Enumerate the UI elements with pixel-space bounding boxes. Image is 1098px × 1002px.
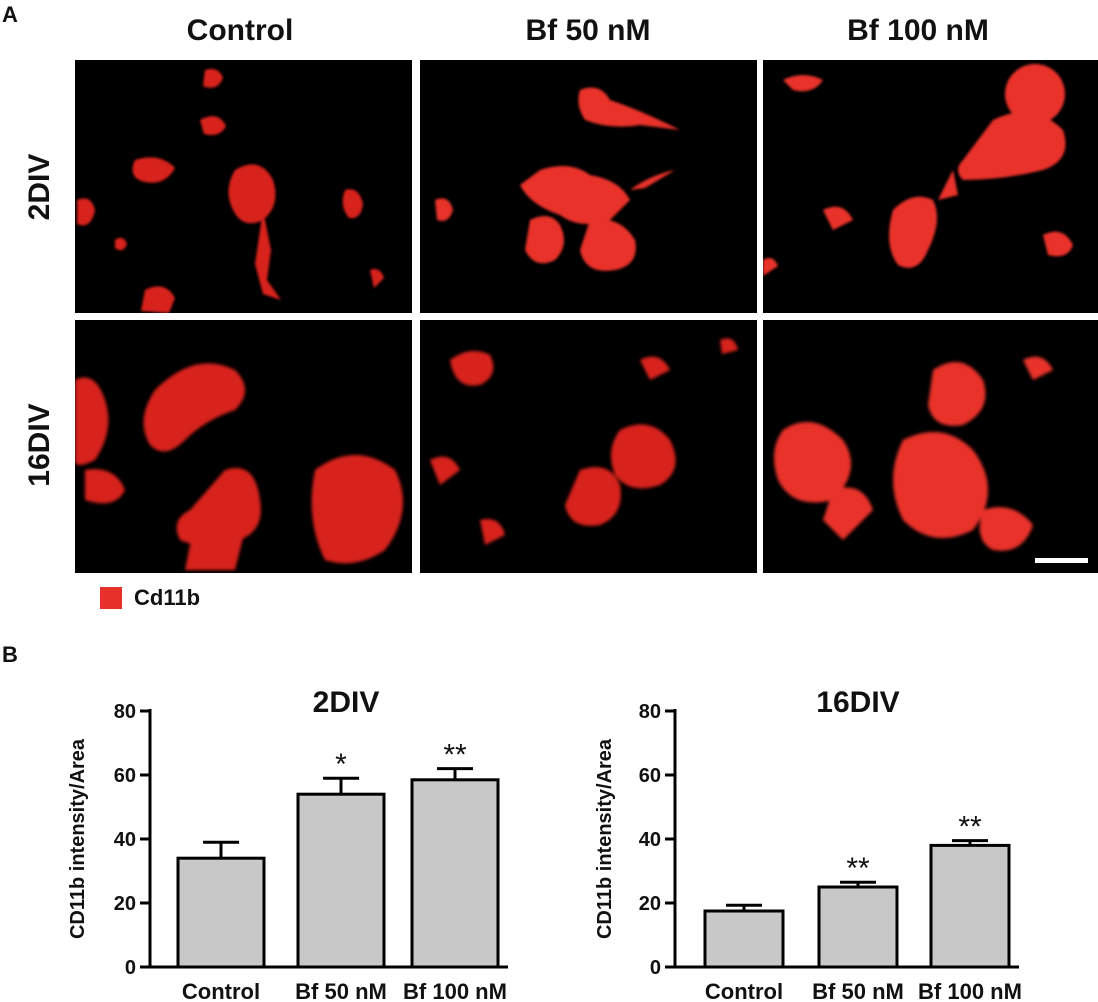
- row-title-16div: 16DIV: [23, 403, 56, 487]
- column-title-control: Control: [186, 14, 294, 47]
- bar-bf-100-nm: [929, 843, 1011, 969]
- significance-marker: **: [443, 739, 467, 772]
- y-tick-label: 0: [650, 957, 661, 979]
- x-tick-label: Bf 50 nM: [812, 979, 904, 1002]
- column-title-bf50: Bf 50 nM: [525, 14, 651, 47]
- y-axis-label: CD11b intensity/Area: [594, 738, 616, 939]
- panel-a-letter: A: [2, 2, 18, 27]
- micrograph-control-16div: [75, 320, 412, 573]
- bar-bf-100-nm: [410, 778, 500, 969]
- x-tick-label: Bf 100 nM: [918, 979, 1022, 1002]
- micrograph-bf100-2div: [763, 60, 1098, 313]
- y-tick-label: 0: [125, 957, 136, 979]
- bar-control: [703, 909, 785, 969]
- bar-bf-50-nm: [296, 792, 386, 969]
- y-tick-label: 40: [114, 829, 136, 851]
- y-axis-label: CD11b intensity/Area: [67, 738, 89, 939]
- bar-control: [176, 856, 266, 969]
- panel-b-letter: B: [2, 642, 18, 667]
- y-tick-label: 80: [114, 701, 136, 723]
- significance-marker: *: [335, 748, 347, 781]
- micrograph-bf50-16div: [420, 320, 757, 573]
- bar-chart-16div: 16DIV CD11b intensity/Area 0 20 40 60 80 Contro…: [594, 686, 1022, 1002]
- x-tick-label: Control: [705, 979, 783, 1002]
- y-tick-label: 20: [114, 893, 136, 915]
- micrograph-bf100-16div: [763, 320, 1098, 573]
- y-tick-label: 60: [639, 765, 661, 787]
- significance-marker: **: [958, 811, 982, 844]
- row-title-2div: 2DIV: [23, 153, 56, 221]
- legend-label-cd11b: Cd11b: [134, 585, 201, 610]
- chart-title: 16DIV: [816, 686, 899, 719]
- micrograph-bf50-2div: [420, 60, 757, 313]
- x-tick-label: Bf 50 nM: [295, 979, 387, 1002]
- x-tick-label: Control: [182, 979, 260, 1002]
- chart-title: 2DIV: [313, 686, 380, 719]
- column-title-bf100: Bf 100 nM: [847, 14, 989, 47]
- scale-bar: [1035, 558, 1088, 563]
- y-tick-label: 60: [114, 765, 136, 787]
- micrograph-control-2div: [75, 60, 412, 313]
- bar-chart-2div: 2DIV CD11b intensity/Area 0 20 40 60 80 Control…: [67, 686, 508, 1002]
- y-tick-label: 20: [639, 893, 661, 915]
- significance-marker: **: [846, 852, 870, 885]
- y-tick-label: 80: [639, 701, 661, 723]
- legend-swatch-cd11b: [100, 587, 122, 609]
- bar-bf-50-nm: [817, 885, 899, 969]
- y-tick-label: 40: [639, 829, 661, 851]
- x-tick-label: Bf 100 nM: [403, 979, 507, 1002]
